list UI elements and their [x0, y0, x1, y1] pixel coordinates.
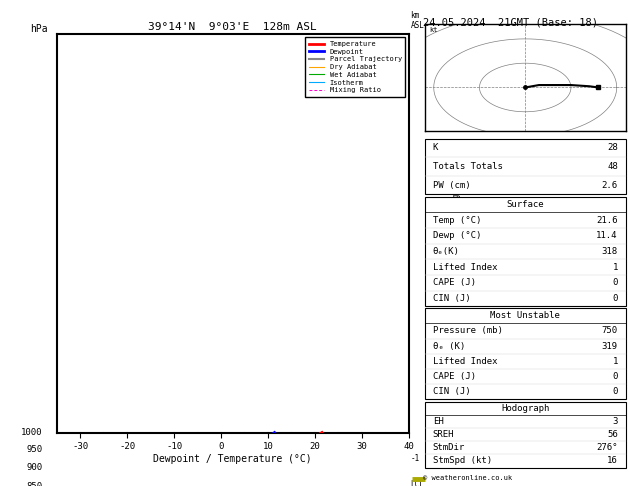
- Text: K: K: [433, 143, 438, 152]
- Text: 319: 319: [602, 342, 618, 351]
- Text: Dewp (°C): Dewp (°C): [433, 231, 481, 241]
- Text: Totals Totals: Totals Totals: [433, 162, 503, 171]
- Text: 0: 0: [613, 294, 618, 303]
- Text: Pressure (mb): Pressure (mb): [433, 327, 503, 335]
- Text: Lifted Index: Lifted Index: [433, 357, 497, 366]
- Text: CIN (J): CIN (J): [433, 387, 470, 397]
- Text: 900: 900: [26, 463, 43, 472]
- Text: -1: -1: [411, 454, 420, 463]
- Text: 56: 56: [607, 430, 618, 439]
- Text: SREH: SREH: [433, 430, 454, 439]
- Text: 48: 48: [607, 162, 618, 171]
- Text: 276°: 276°: [596, 443, 618, 452]
- Text: Most Unstable: Most Unstable: [490, 311, 560, 320]
- Text: 2.6: 2.6: [602, 181, 618, 190]
- Text: © weatheronline.co.uk: © weatheronline.co.uk: [423, 475, 512, 481]
- Text: 3: 3: [613, 417, 618, 426]
- Text: 1: 1: [613, 357, 618, 366]
- Text: Hodograph: Hodograph: [501, 404, 549, 413]
- Text: 21.6: 21.6: [596, 216, 618, 225]
- Text: 0: 0: [613, 372, 618, 381]
- Text: CAPE (J): CAPE (J): [433, 278, 476, 287]
- Text: 850: 850: [26, 482, 43, 486]
- Text: PW (cm): PW (cm): [433, 181, 470, 190]
- Text: θₑ(K): θₑ(K): [433, 247, 460, 256]
- Text: Temp (°C): Temp (°C): [433, 216, 481, 225]
- Text: 1: 1: [613, 262, 618, 272]
- Text: hPa: hPa: [30, 24, 48, 34]
- Text: EH: EH: [433, 417, 443, 426]
- Text: 24.05.2024  21GMT (Base: 18): 24.05.2024 21GMT (Base: 18): [423, 17, 598, 27]
- Text: 318: 318: [602, 247, 618, 256]
- Text: CAPE (J): CAPE (J): [433, 372, 476, 381]
- Text: LCL: LCL: [411, 480, 425, 486]
- Text: CIN (J): CIN (J): [433, 294, 470, 303]
- Text: kt: kt: [429, 27, 438, 33]
- Text: StmSpd (kt): StmSpd (kt): [433, 456, 492, 466]
- Text: Mixing Ratio (g/kg): Mixing Ratio (g/kg): [452, 190, 461, 277]
- Text: 0: 0: [613, 278, 618, 287]
- Text: Lifted Index: Lifted Index: [433, 262, 497, 272]
- Text: km
ASL: km ASL: [411, 11, 425, 30]
- X-axis label: Dewpoint / Temperature (°C): Dewpoint / Temperature (°C): [153, 454, 312, 464]
- Text: StmDir: StmDir: [433, 443, 465, 452]
- Text: 28: 28: [607, 143, 618, 152]
- Legend: Temperature, Dewpoint, Parcel Trajectory, Dry Adiabat, Wet Adiabat, Isotherm, Mi: Temperature, Dewpoint, Parcel Trajectory…: [305, 37, 405, 97]
- Text: θₑ (K): θₑ (K): [433, 342, 465, 351]
- Text: 16: 16: [607, 456, 618, 466]
- Text: 1000: 1000: [21, 428, 43, 437]
- Text: 11.4: 11.4: [596, 231, 618, 241]
- Text: Surface: Surface: [506, 200, 544, 209]
- Text: 750: 750: [602, 327, 618, 335]
- Title: 39°14'N  9°03'E  128m ASL: 39°14'N 9°03'E 128m ASL: [148, 22, 317, 32]
- Text: 0: 0: [613, 387, 618, 397]
- Text: 950: 950: [26, 445, 43, 454]
